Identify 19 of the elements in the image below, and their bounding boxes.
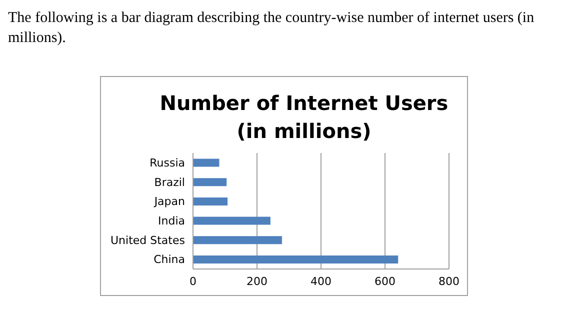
y-tick-label: Japan [153, 195, 186, 208]
chart-title: Number of Internet Users (in millions) [158, 90, 450, 145]
bar [193, 236, 282, 244]
y-tick-label: India [158, 214, 185, 228]
x-tick-label: 0 [190, 274, 196, 288]
x-tick-label: 600 [374, 274, 396, 288]
y-tick-label: United States [110, 234, 186, 247]
bar [193, 216, 270, 225]
y-tick-label: Russia [150, 156, 185, 170]
bar [193, 158, 220, 167]
y-tick-label: Brazil [154, 176, 185, 189]
x-tick-label: 800 [438, 274, 460, 288]
bar [193, 255, 398, 264]
bar [193, 197, 228, 206]
text: The following is a bar diagram describing the country-wise number of internet users (in millions). [8, 9, 536, 48]
x-tick-label: 400 [310, 274, 332, 288]
bar [193, 178, 227, 186]
x-tick-label: 200 [246, 274, 268, 288]
y-tick-label: China [154, 253, 185, 266]
